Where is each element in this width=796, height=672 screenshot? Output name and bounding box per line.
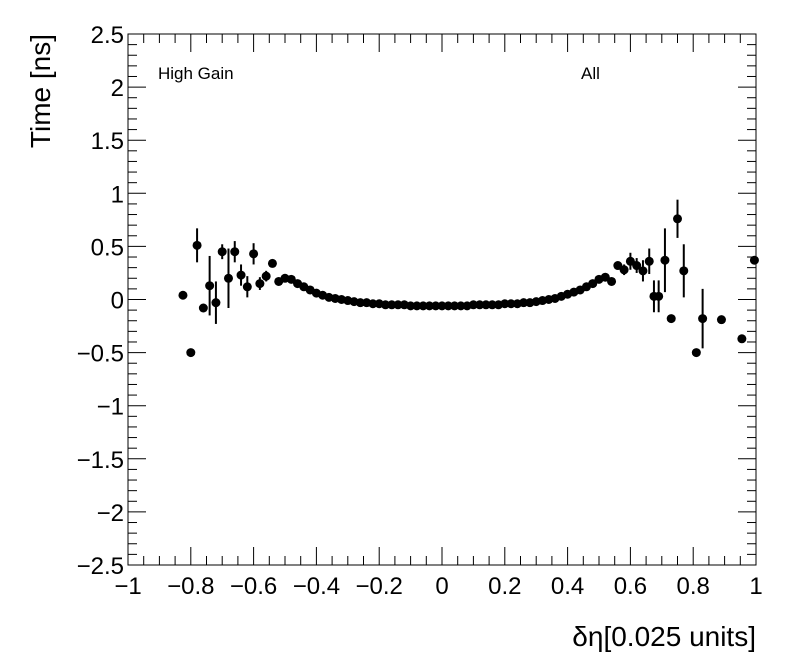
data-point: [475, 300, 485, 310]
y-tick-label: 0: [111, 288, 124, 315]
data-point: [437, 301, 447, 311]
data-point: [387, 300, 397, 310]
data-point: [638, 266, 648, 276]
data-point: [355, 298, 365, 308]
x-tick-label: 0.2: [488, 573, 521, 600]
data-point: [192, 240, 202, 250]
data-point: [242, 282, 252, 292]
data-point: [380, 300, 390, 310]
y-tick-label: 2: [111, 75, 124, 102]
data-point: [660, 255, 670, 265]
data-point: [412, 301, 422, 311]
x-tick-labels: −1 −0.8 −0.6 −0.4 −0.2 0 0.2 0.4 0.6 0.8 1: [114, 573, 762, 600]
data-point: [255, 279, 265, 289]
data-point: [506, 299, 516, 309]
data-point: [500, 299, 510, 309]
data-point: [456, 301, 466, 311]
x-tick-label: −0.8: [167, 573, 214, 600]
y-tick-label: 0.5: [91, 234, 124, 261]
data-point: [749, 255, 759, 265]
data-point: [450, 301, 460, 311]
x-tick-label: −1: [114, 573, 141, 600]
data-point: [211, 298, 221, 308]
y-tick-label: −1: [97, 394, 124, 421]
y-tick-label: 2.5: [91, 22, 124, 49]
y-tick-label: −1.5: [77, 447, 124, 474]
x-tick-label: −0.6: [230, 573, 277, 600]
y-tick-label: −2: [97, 500, 124, 527]
data-point: [267, 258, 277, 268]
data-point: [249, 249, 259, 259]
data-point: [519, 298, 529, 308]
data-point: [737, 334, 747, 344]
data-point: [230, 247, 240, 257]
data-point: [217, 247, 227, 257]
data-point: [691, 348, 701, 358]
x-tick-label: 0: [435, 573, 448, 600]
data-point: [443, 301, 453, 311]
y-tick-label: 1: [111, 181, 124, 208]
data-point: [481, 300, 491, 310]
data-points: [178, 199, 759, 358]
data-point: [261, 271, 271, 281]
x-tick-label: 1: [749, 573, 762, 600]
y-axis-label: Time [ns]: [25, 34, 56, 148]
x-tick-label: 0.8: [677, 573, 710, 600]
annotation-all: All: [581, 64, 600, 83]
y-tick-label: −0.5: [77, 341, 124, 368]
data-point: [236, 270, 246, 280]
annotation-high-gain: High Gain: [158, 64, 234, 83]
data-point: [716, 315, 726, 325]
data-point: [424, 301, 434, 311]
data-point: [666, 314, 676, 324]
data-point: [406, 301, 416, 311]
data-point: [205, 281, 215, 291]
data-point: [654, 291, 664, 301]
data-point: [644, 256, 654, 266]
data-point: [632, 261, 642, 271]
data-point: [223, 273, 233, 283]
x-tick-label: −0.4: [293, 573, 340, 600]
x-tick-label: −0.2: [356, 573, 403, 600]
data-point: [186, 348, 196, 358]
data-point: [178, 290, 188, 300]
data-point: [368, 299, 378, 309]
x-tick-label: 0.6: [614, 573, 647, 600]
data-point: [607, 276, 617, 286]
data-point: [487, 300, 497, 310]
axis-ticks: [127, 33, 757, 566]
data-point: [468, 300, 478, 310]
y-tick-label: −2.5: [77, 553, 124, 580]
y-tick-label: 1.5: [91, 128, 124, 155]
data-point: [393, 300, 403, 310]
y-tick-labels: −2.5 −2 −1.5 −1 −0.5 0 0.5 1 1.5 2 2.5: [77, 22, 124, 580]
data-point: [198, 303, 208, 313]
data-point: [431, 301, 441, 311]
data-point: [679, 266, 689, 276]
x-tick-label: 0.4: [551, 573, 584, 600]
data-point: [418, 301, 428, 311]
data-point: [619, 265, 629, 275]
data-point: [698, 314, 708, 324]
data-point: [673, 214, 682, 224]
x-axis-label: δη[0.025 units]: [572, 621, 756, 652]
